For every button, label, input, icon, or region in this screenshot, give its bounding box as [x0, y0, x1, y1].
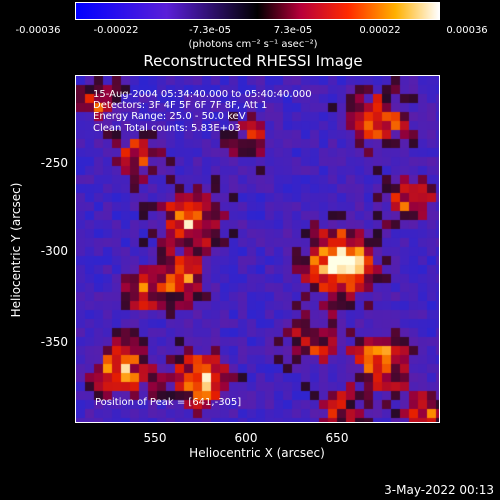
date-stamp: 3-May-2022 00:13: [384, 483, 494, 497]
colorbar: [75, 2, 440, 20]
plot-frame: [75, 75, 440, 423]
colorbar-tick-label: -0.00022: [93, 25, 139, 36]
chart-title: Reconstructed RHESSI Image: [143, 52, 363, 70]
y-tick-label: -300: [40, 244, 68, 258]
annotation-energy-range: Energy Range: 25.0 - 50.0 keV: [93, 111, 246, 122]
annotation-detectors: Detectors: 3F 4F 5F 6F 7F 8F, Att 1: [93, 100, 268, 111]
y-tick-label: -250: [40, 156, 68, 170]
x-tick-label: 550: [143, 431, 167, 445]
annotation-peak-position: Position of Peak = [641,-305]: [95, 397, 242, 408]
annotation-clean-counts: Clean Total counts: 5.83E+03: [93, 123, 241, 134]
annotation-time-range: 15-Aug-2004 05:34:40.000 to 05:40:40.000: [93, 89, 312, 100]
colorbar-units: (photons cm⁻² s⁻¹ asec⁻²): [188, 39, 318, 50]
x-tick-label: 650: [325, 431, 349, 445]
colorbar-tick-label: -7.3e-05: [189, 25, 231, 36]
colorbar-tick-label: 0.00036: [446, 25, 488, 36]
rhessi-heatmap-image: [76, 76, 439, 422]
colorbar-tick-label: 7.3e-05: [273, 25, 313, 36]
colorbar-tick-label: 0.00022: [359, 25, 401, 36]
y-tick-label: -350: [40, 335, 68, 349]
x-axis-label: Heliocentric X (arcsec): [189, 446, 325, 460]
y-axis-label: Heliocentric Y (arcsec): [9, 182, 23, 318]
x-tick-label: 600: [234, 431, 258, 445]
colorbar-tick-label: -0.00036: [15, 25, 61, 36]
